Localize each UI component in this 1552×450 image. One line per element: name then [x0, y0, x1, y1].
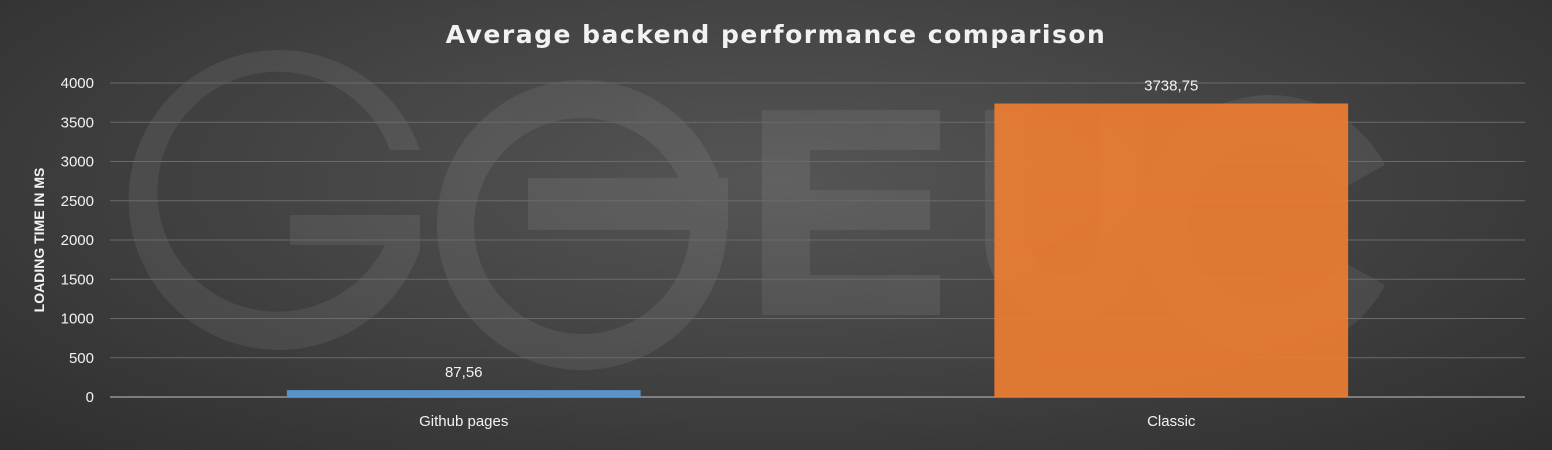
data-label: 3738,75: [1144, 78, 1198, 95]
y-tick-label: 1500: [61, 271, 94, 288]
y-tick-label: 500: [69, 350, 94, 367]
chart-title: Average backend performance comparison: [445, 20, 1107, 49]
y-tick-label: 4000: [61, 75, 94, 92]
y-tick-label: 2000: [61, 232, 94, 249]
bar: [286, 390, 641, 397]
y-tick-label: 0: [86, 389, 94, 406]
y-tick-label: 3500: [61, 114, 94, 131]
bar: [994, 103, 1349, 398]
data-label: 87,56: [445, 364, 483, 381]
x-tick-label: Classic: [1147, 413, 1196, 430]
y-tick-label: 3000: [61, 154, 94, 171]
x-tick-label: Github pages: [419, 413, 508, 430]
y-axis-label: LOADING TIME IN MS: [31, 167, 47, 313]
y-tick-label: 1000: [61, 311, 94, 328]
y-tick-label: 2500: [61, 193, 94, 210]
